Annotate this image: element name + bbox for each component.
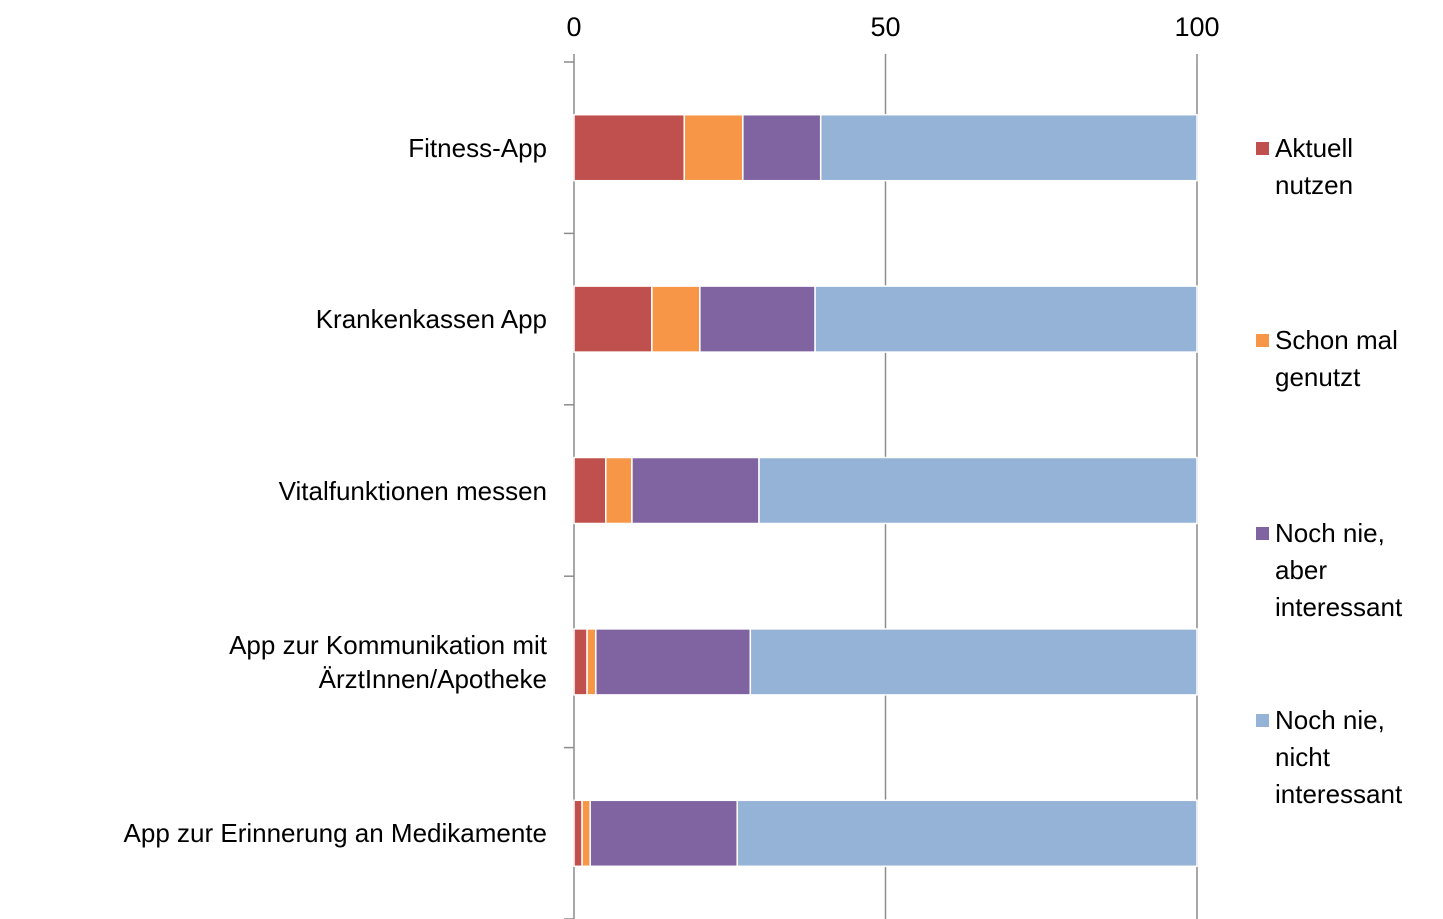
- bar-segment: [581, 799, 591, 868]
- bar-segment: [819, 113, 1198, 182]
- legend-label: Schon mal genutzt: [1275, 325, 1398, 392]
- bar-segment: [814, 285, 1198, 353]
- bar-segment: [631, 456, 760, 525]
- legend-label: Noch nie, nicht interessant: [1275, 705, 1403, 809]
- bar-segment: [573, 628, 588, 696]
- bar-segment: [595, 628, 752, 696]
- bar-segment: [749, 628, 1198, 696]
- bar-segment: [651, 285, 701, 353]
- bar-segment: [605, 456, 633, 525]
- legend-swatch: [1256, 142, 1269, 155]
- bar-segment: [758, 456, 1198, 525]
- bar-segment: [736, 799, 1198, 868]
- category-label: App zur Kommunikation mit ÄrztInnen/Apot…: [229, 629, 547, 694]
- legend-swatch: [1256, 527, 1269, 540]
- legend-label: Noch nie, aber interessant: [1275, 518, 1403, 622]
- bar-segment: [589, 799, 738, 868]
- bar-segment: [742, 113, 822, 182]
- category-label: App zur Erinnerung an Medikamente: [123, 818, 547, 849]
- legend-swatch: [1256, 334, 1269, 347]
- x-tick-label: 100: [1174, 12, 1219, 42]
- bar-segment: [573, 456, 607, 525]
- legend-swatch: [1256, 714, 1269, 727]
- bar-segment: [573, 113, 686, 182]
- bar-segment: [573, 285, 653, 353]
- x-tick-label: 0: [566, 12, 581, 42]
- bar-segment: [699, 285, 816, 353]
- category-label: Fitness-App: [408, 132, 547, 163]
- x-tick-label: 50: [870, 12, 900, 42]
- bar-segment: [573, 799, 583, 868]
- legend-label: Aktuell nutzen: [1275, 133, 1354, 200]
- category-label: Vitalfunktionen messen: [278, 475, 547, 506]
- bar-segment: [683, 113, 744, 182]
- bar-segment: [586, 628, 597, 696]
- category-label: Krankenkassen App: [315, 304, 547, 335]
